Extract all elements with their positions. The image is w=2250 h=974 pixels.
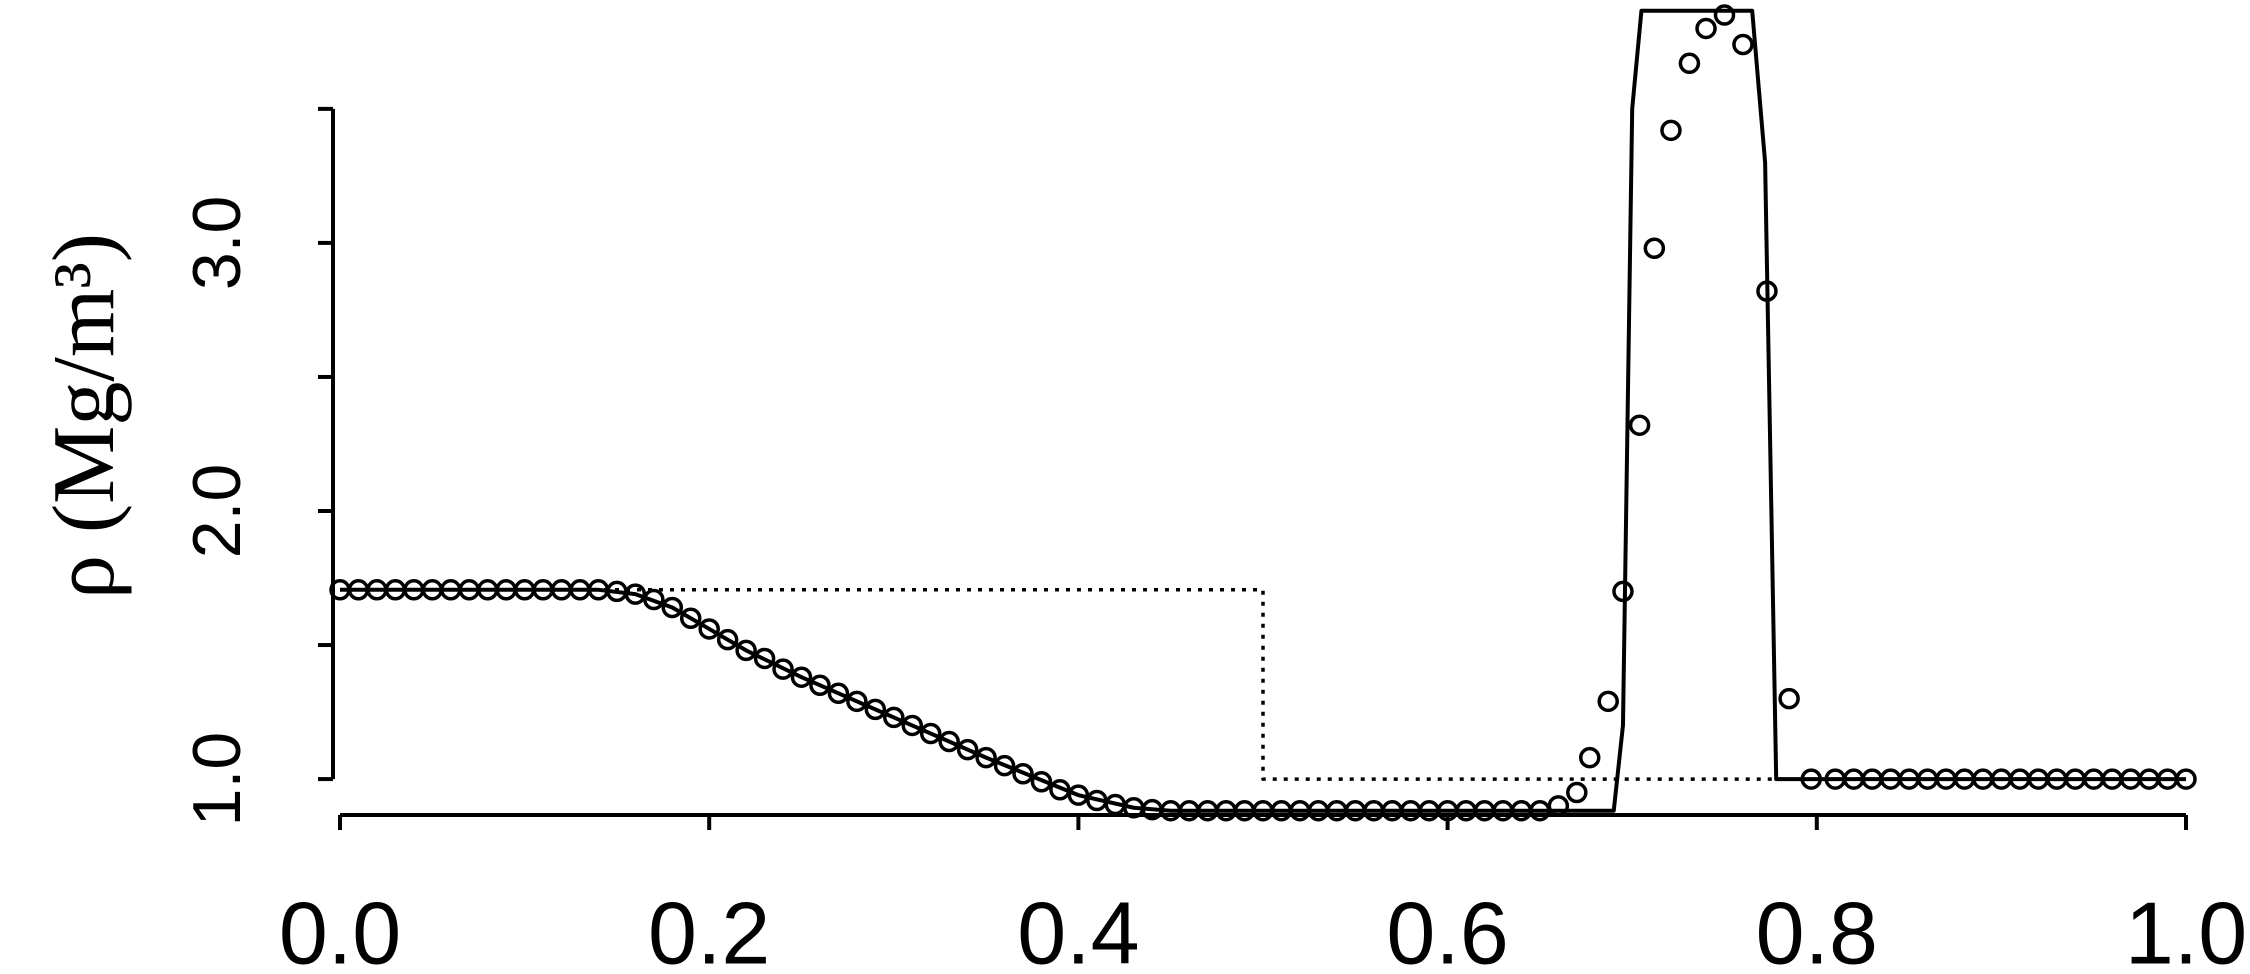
data-point [975,746,997,769]
data-point [1049,779,1071,801]
x-tick-label: 0.2 [648,883,770,974]
data-point [698,618,720,640]
data-point [901,714,924,737]
dotted-line [340,588,2186,781]
data-point [956,738,979,761]
data-point [753,647,776,670]
x-tick-label: 1.0 [2125,883,2247,974]
data-point [1756,280,1778,302]
data-point [772,658,794,680]
y-tick-label: 2.0 [179,464,255,559]
data-point [919,722,942,745]
x-tick-label: 0.0 [279,883,401,974]
data-point [790,666,813,688]
data-point [1628,414,1651,436]
data-point [938,730,960,753]
data-point [1732,33,1754,56]
x-tick-label: 0.6 [1386,883,1508,974]
data-point [809,674,831,696]
data-point [1566,781,1588,804]
data-point [624,583,647,605]
data-point [1030,771,1053,793]
data-point [993,754,1016,777]
data-point [679,607,702,629]
data-point [1547,795,1570,817]
data-point [827,682,850,705]
data-point [1067,784,1090,806]
x-tick-label: 0.4 [1017,883,1139,974]
data-point [735,639,757,662]
data-point [1678,52,1701,75]
data-point [1012,762,1034,785]
data-point [1695,17,1717,40]
y-axis-label: ρ (Mg/m³) [36,233,133,599]
data-point [643,588,665,611]
data-point [1643,237,1666,260]
data-point [1800,768,1823,790]
x-tick-label: 0.8 [1756,883,1878,974]
data-point [661,596,684,619]
data-point [1778,687,1800,710]
data-point [2175,768,2197,790]
y-tick-label: 3.0 [179,196,255,291]
data-point [846,690,868,713]
data-point [1660,119,1682,142]
data-point [883,706,905,729]
y-tick-label: 1.0 [179,732,255,827]
data-point [1597,690,1619,713]
data-point [864,698,887,721]
data-point [716,628,739,651]
data-point [1612,580,1634,603]
data-point [1713,4,1736,26]
data-point [1578,746,1601,769]
